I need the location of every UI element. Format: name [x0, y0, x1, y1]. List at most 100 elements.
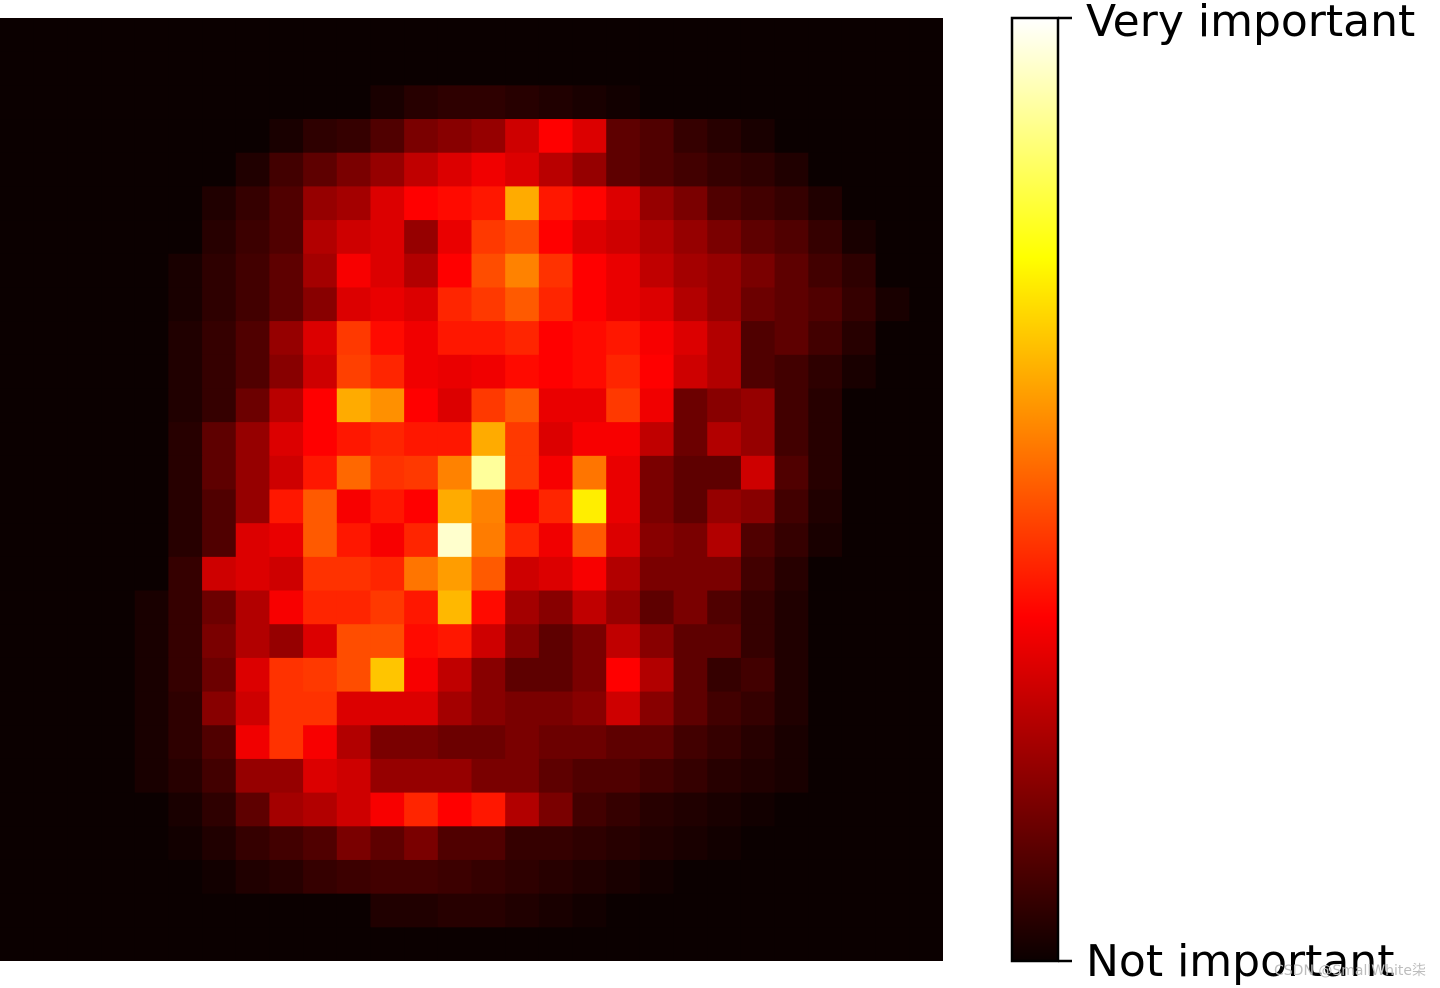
heatmap-cell-24-9: [303, 826, 338, 861]
heatmap-cell-17-16: [538, 590, 574, 625]
heatmap-cell-20-15: [505, 691, 540, 726]
heatmap-cell-27-1: [33, 927, 68, 961]
heatmap-cell-2-27: [909, 85, 943, 120]
heatmap-cell-23-23: [774, 792, 809, 827]
heatmap-cell-5-5: [168, 186, 203, 221]
heatmap-cell-23-21: [707, 792, 742, 827]
heatmap-cell-10-21: [707, 354, 742, 390]
heatmap-cell-10-9: [303, 354, 338, 390]
heatmap-cell-21-20: [673, 725, 708, 760]
heatmap-cell-18-25: [841, 624, 877, 659]
heatmap-cell-22-16: [538, 758, 574, 794]
heatmap-cell-23-17: [572, 792, 607, 827]
heatmap-cell-4-12: [404, 152, 439, 187]
heatmap-cell-7-10: [336, 253, 372, 289]
watermark: CSDN @SmallWhite柒: [1274, 963, 1426, 979]
heatmap-cell-19-1: [33, 657, 68, 693]
heatmap-cell-16-6: [202, 556, 237, 592]
heatmap-cell-24-18: [606, 826, 641, 861]
heatmap-cell-19-2: [67, 657, 102, 693]
heatmap-cell-16-8: [269, 556, 304, 592]
heatmap-cell-12-6: [202, 422, 237, 457]
heatmap-cell-25-10: [336, 859, 372, 895]
heatmap-cell-20-5: [168, 691, 203, 726]
heatmap-cell-7-26: [875, 253, 910, 289]
heatmap-cell-21-0: [0, 725, 35, 760]
heatmap-cell-9-18: [606, 321, 641, 356]
heatmap-cell-9-3: [101, 321, 136, 356]
heatmap-cell-12-4: [134, 422, 169, 457]
heatmap-cell-0-11: [370, 18, 405, 53]
heatmap-cell-19-4: [134, 657, 169, 693]
heatmap-cell-18-2: [67, 624, 102, 659]
heatmap-cell-1-24: [808, 51, 843, 86]
heatmap-cell-15-12: [404, 523, 439, 558]
heatmap-cell-8-22: [740, 287, 776, 322]
heatmap-cell-17-27: [909, 590, 943, 625]
heatmap-cell-19-13: [437, 657, 473, 693]
heatmap-cell-13-12: [404, 455, 439, 491]
heatmap-cell-5-9: [303, 186, 338, 221]
heatmap-cell-13-20: [673, 455, 708, 491]
heatmap-cell-21-19: [639, 725, 675, 760]
heatmap-cell-7-14: [471, 253, 506, 289]
heatmap-cell-25-12: [404, 859, 439, 895]
heatmap-cell-26-13: [437, 893, 473, 928]
heatmap-cell-25-7: [235, 859, 271, 895]
heatmap-cell-23-6: [202, 792, 237, 827]
heatmap-cell-16-5: [168, 556, 203, 592]
heatmap-cell-23-18: [606, 792, 641, 827]
heatmap-cell-16-27: [909, 556, 943, 592]
heatmap-cell-17-20: [673, 590, 708, 625]
heatmap-cell-16-21: [707, 556, 742, 592]
heatmap-cell-1-14: [471, 51, 506, 86]
heatmap-cell-17-19: [639, 590, 675, 625]
heatmap-cell-12-25: [841, 422, 877, 457]
heatmap-cell-12-21: [707, 422, 742, 457]
heatmap-cell-12-0: [0, 422, 35, 457]
heatmap-cell-9-4: [134, 321, 169, 356]
heatmap-cell-15-19: [639, 523, 675, 558]
heatmap-cell-22-24: [808, 758, 843, 794]
heatmap-cell-2-18: [606, 85, 641, 120]
heatmap-cell-16-12: [404, 556, 439, 592]
heatmap-cell-8-1: [33, 287, 68, 322]
heatmap-cell-2-12: [404, 85, 439, 120]
heatmap-cell-8-20: [673, 287, 708, 322]
heatmap-cell-1-9: [303, 51, 338, 86]
heatmap-cell-12-24: [808, 422, 843, 457]
heatmap-cell-13-1: [33, 455, 68, 491]
heatmap-cell-26-12: [404, 893, 439, 928]
colorbar-top-label: Very important: [1086, 0, 1416, 47]
heatmap-cell-0-15: [505, 18, 540, 53]
heatmap-cell-8-15: [505, 287, 540, 322]
heatmap-cell-6-3: [101, 220, 136, 255]
heatmap-cell-17-12: [404, 590, 439, 625]
heatmap-cell-19-26: [875, 657, 910, 693]
heatmap-cell-4-15: [505, 152, 540, 187]
heatmap-cell-22-25: [841, 758, 877, 794]
heatmap-cell-23-11: [370, 792, 405, 827]
heatmap-cell-14-26: [875, 489, 910, 524]
heatmap-cell-15-14: [471, 523, 506, 558]
heatmap-cell-16-13: [437, 556, 473, 592]
heatmap-cell-21-8: [269, 725, 304, 760]
heatmap-cell-2-24: [808, 85, 843, 120]
heatmap-cell-13-10: [336, 455, 372, 491]
heatmap-cell-6-14: [471, 220, 506, 255]
heatmap-cell-21-13: [437, 725, 473, 760]
heatmap-cell-27-24: [808, 927, 843, 961]
heatmap-cell-10-1: [33, 354, 68, 390]
heatmap-cell-13-3: [101, 455, 136, 491]
heatmap-cell-19-6: [202, 657, 237, 693]
heatmap-cell-24-3: [101, 826, 136, 861]
heatmap-cell-10-13: [437, 354, 473, 390]
heatmap-cell-25-9: [303, 859, 338, 895]
heatmap-cell-10-23: [774, 354, 809, 390]
heatmap-cell-15-10: [336, 523, 372, 558]
heatmap-cell-18-24: [808, 624, 843, 659]
heatmap-cell-10-22: [740, 354, 776, 390]
heatmap-cell-2-16: [538, 85, 574, 120]
heatmap-cell-13-0: [0, 455, 35, 491]
heatmap-cell-20-21: [707, 691, 742, 726]
